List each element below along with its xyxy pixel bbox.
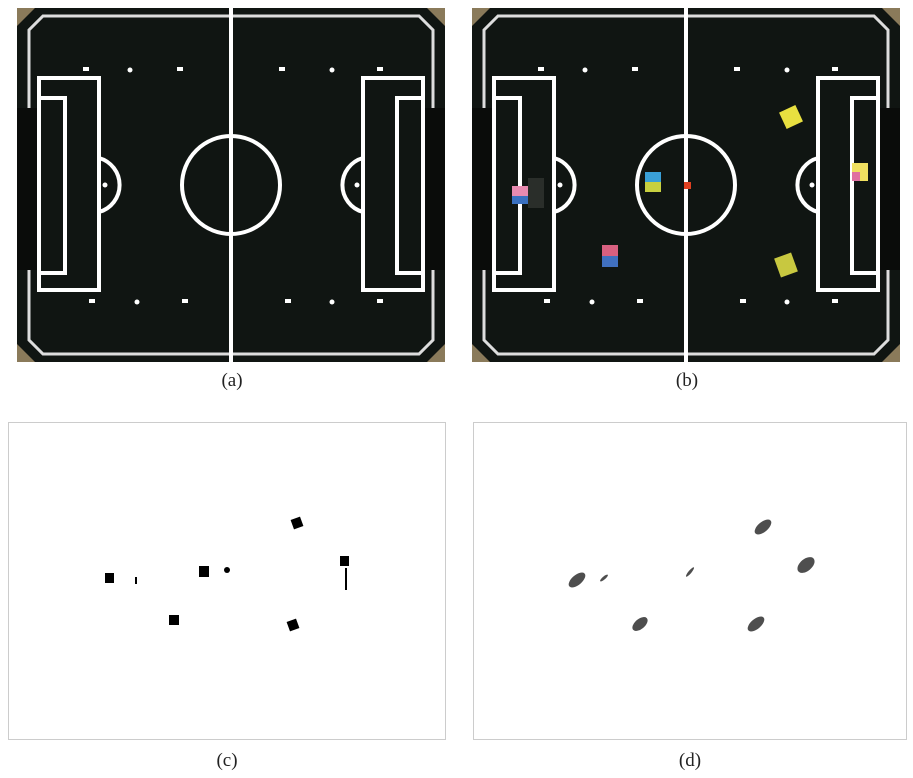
caption: (b) bbox=[657, 370, 717, 392]
caption: (d) bbox=[660, 750, 720, 772]
mask-image-c bbox=[9, 423, 446, 740]
figure-graphics bbox=[0, 0, 913, 778]
figure: (a) (b) (c) (d) bbox=[0, 0, 913, 778]
caption: (c) bbox=[197, 750, 257, 772]
caption: (a) bbox=[202, 370, 262, 392]
mask-image-d bbox=[474, 423, 907, 740]
field-image-a bbox=[17, 8, 445, 362]
